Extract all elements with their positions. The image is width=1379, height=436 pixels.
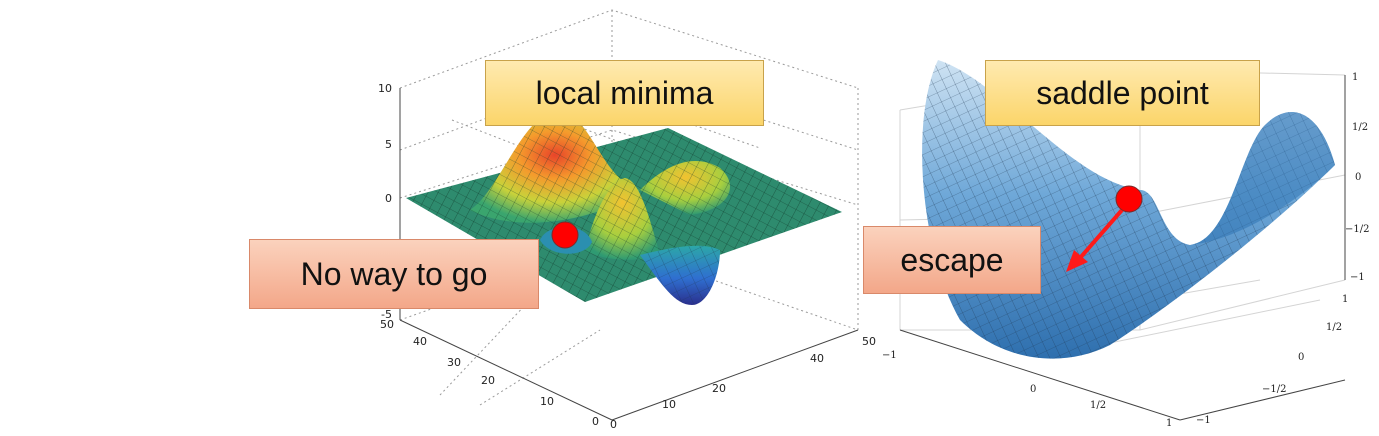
- right-z-tick: 1: [1352, 72, 1358, 83]
- left-z-tick: -5: [381, 308, 392, 321]
- right-y-tick: 0: [1298, 352, 1304, 363]
- saddle-point-marker: [1115, 185, 1143, 213]
- right-x-tick: 1: [1166, 418, 1172, 429]
- left-y-tick: 0: [592, 415, 599, 428]
- left-x-tick: 0: [610, 418, 617, 431]
- left-y-tick: 30: [447, 356, 461, 369]
- right-z-tick: 1/2: [1352, 122, 1368, 133]
- right-z-tick: 0: [1355, 172, 1361, 183]
- left-x-tick: 10: [662, 398, 676, 411]
- right-x-tick: 0: [1030, 384, 1036, 395]
- no-way-to-go-callout: No way to go: [249, 239, 539, 309]
- left-z-tick: 5: [385, 138, 392, 151]
- saddle-point-callout: saddle point: [985, 60, 1260, 126]
- right-z-tick: −1/2: [1345, 224, 1369, 235]
- right-y-ticks: 1 1/2 0 −1/2 −1: [1196, 294, 1348, 426]
- right-y-tick: 1: [1342, 294, 1348, 305]
- left-y-tick: 20: [481, 374, 495, 387]
- right-y-tick: −1: [1196, 415, 1211, 426]
- left-z-ticks: 10 5 0 -5: [378, 82, 392, 321]
- left-y-ticks: 50 40 30 20 10 0: [380, 318, 599, 428]
- local-minima-callout: local minima: [485, 60, 764, 126]
- left-x-ticks: 0 10 20 40 50: [610, 335, 876, 431]
- right-x-tick: −1: [882, 350, 897, 361]
- left-x-tick: 40: [810, 352, 824, 365]
- left-z-tick: 0: [385, 192, 392, 205]
- left-y-tick: 40: [413, 335, 427, 348]
- right-z-ticks: 1 1/2 0 −1/2 −1: [1345, 72, 1369, 283]
- left-x-tick: 50: [862, 335, 876, 348]
- right-z-tick: −1: [1350, 272, 1365, 283]
- right-x-ticks: −1 0 1/2 1: [882, 350, 1172, 429]
- local-minimum-marker: [551, 221, 579, 249]
- left-x-tick: 20: [712, 382, 726, 395]
- escape-callout: escape: [863, 226, 1041, 294]
- left-z-tick: 10: [378, 82, 392, 95]
- right-y-tick: 1/2: [1326, 322, 1342, 333]
- right-x-tick: 1/2: [1090, 400, 1106, 411]
- left-y-tick: 10: [540, 395, 554, 408]
- left-y-tick: 50: [380, 318, 394, 331]
- right-y-tick: −1/2: [1262, 384, 1286, 395]
